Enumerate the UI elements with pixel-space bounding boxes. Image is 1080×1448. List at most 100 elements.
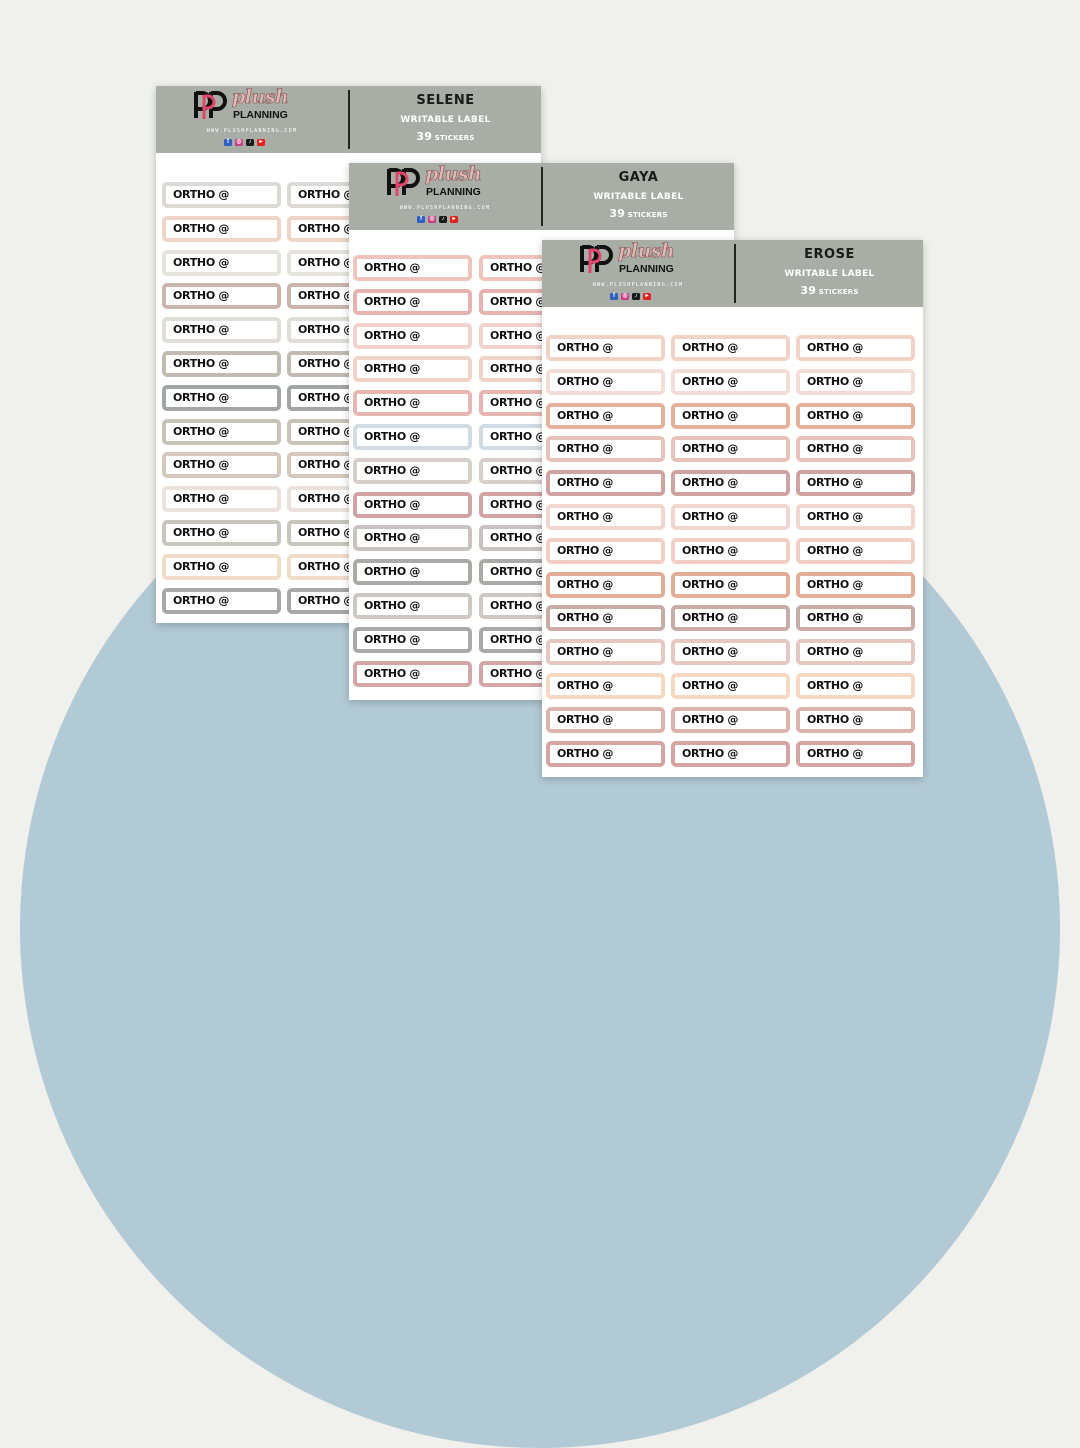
sticker-text: ORTHO @	[490, 396, 547, 409]
sticker-count: 39 STICKERS	[736, 284, 923, 297]
website-url: WWW.PLUSHPLANNING.COM	[592, 282, 684, 288]
sticker-text: ORTHO @	[682, 611, 739, 624]
sticker-text: ORTHO @	[682, 544, 739, 557]
sticker-text: ORTHO @	[364, 531, 421, 544]
sticker-label: ORTHO @	[546, 639, 665, 665]
sticker-text: ORTHO @	[490, 329, 547, 342]
sticker-text: ORTHO @	[557, 713, 614, 726]
plush-planning-logo-icon	[580, 245, 613, 273]
sticker-label: ORTHO @	[546, 538, 665, 564]
sheet-header: plush PLANNING WWW.PLUSHPLANNING.COM f ◎…	[542, 240, 923, 307]
sticker-text: ORTHO @	[173, 222, 230, 235]
sticker-text: ORTHO @	[364, 396, 421, 409]
sticker-label: ORTHO @	[353, 289, 472, 315]
sticker-label: ORTHO @	[162, 182, 281, 208]
sticker-text: ORTHO @	[490, 565, 547, 578]
sticker-label: ORTHO @	[162, 520, 281, 546]
sticker-label: ORTHO @	[353, 356, 472, 382]
sticker-text: ORTHO @	[557, 679, 614, 692]
sticker-text: ORTHO @	[173, 357, 230, 370]
sticker-text: ORTHO @	[682, 578, 739, 591]
sticker-text: ORTHO @	[682, 747, 739, 760]
sticker-text: ORTHO @	[298, 458, 355, 471]
logo-planning-text: PLANNING	[233, 109, 288, 121]
sticker-text: ORTHO @	[557, 375, 614, 388]
sticker-text: ORTHO @	[364, 599, 421, 612]
brand-logo: plush PLANNING WWW.PLUSHPLANNING.COM f ◎…	[542, 240, 734, 307]
sticker-text: ORTHO @	[298, 391, 355, 404]
sticker-label: ORTHO @	[671, 707, 790, 733]
sticker-label: ORTHO @	[353, 255, 472, 281]
sticker-text: ORTHO @	[364, 261, 421, 274]
logo-planning-text: PLANNING	[426, 186, 481, 198]
header-divider	[734, 244, 736, 303]
sticker-text: ORTHO @	[682, 375, 739, 388]
sticker-label: ORTHO @	[546, 403, 665, 429]
sticker-count-number: 39	[800, 284, 817, 297]
sticker-text: ORTHO @	[490, 498, 547, 511]
tiktok-icon: ♪	[632, 293, 640, 300]
sticker-text: ORTHO @	[173, 188, 230, 201]
sticker-text: ORTHO @	[173, 594, 230, 607]
sticker-label: ORTHO @	[162, 554, 281, 580]
instagram-icon: ◎	[621, 293, 629, 300]
sticker-text: ORTHO @	[490, 667, 547, 680]
sticker-label: ORTHO @	[353, 390, 472, 416]
sticker-label: ORTHO @	[796, 436, 915, 462]
sticker-label: ORTHO @	[162, 588, 281, 614]
sticker-count-unit: STICKERS	[434, 134, 475, 142]
sticker-label: ORTHO @	[162, 419, 281, 445]
sticker-label: ORTHO @	[162, 317, 281, 343]
sticker-text: ORTHO @	[557, 442, 614, 455]
sticker-label: ORTHO @	[353, 559, 472, 585]
sticker-count-unit: STICKERS	[627, 211, 668, 219]
sticker-count-unit: STICKERS	[818, 288, 859, 296]
sticker-label: ORTHO @	[353, 525, 472, 551]
sticker-label: ORTHO @	[796, 538, 915, 564]
sticker-label: ORTHO @	[671, 639, 790, 665]
sticker-label: ORTHO @	[671, 403, 790, 429]
sticker-text: ORTHO @	[173, 425, 230, 438]
sticker-text: ORTHO @	[298, 256, 355, 269]
sheet-type: WRITABLE LABEL	[400, 115, 491, 125]
sticker-label: ORTHO @	[546, 369, 665, 395]
sticker-sheet: plush PLANNING WWW.PLUSHPLANNING.COM f ◎…	[542, 240, 923, 777]
sheet-info: SELENE WRITABLE LABEL 39 STICKERS	[350, 86, 541, 153]
sticker-text: ORTHO @	[364, 565, 421, 578]
sticker-label: ORTHO @	[796, 369, 915, 395]
sticker-text: ORTHO @	[807, 611, 864, 624]
social-icons: f ◎ ♪ ▸	[610, 293, 651, 300]
sticker-text: ORTHO @	[298, 526, 355, 539]
sticker-label: ORTHO @	[546, 673, 665, 699]
sticker-label: ORTHO @	[671, 673, 790, 699]
sticker-label: ORTHO @	[671, 470, 790, 496]
sticker-text: ORTHO @	[557, 510, 614, 523]
sticker-label: ORTHO @	[671, 572, 790, 598]
sticker-label: ORTHO @	[546, 605, 665, 631]
website-url: WWW.PLUSHPLANNING.COM	[206, 128, 298, 134]
sticker-text: ORTHO @	[807, 510, 864, 523]
sticker-text: ORTHO @	[557, 611, 614, 624]
logo-planning-text: PLANNING	[619, 263, 674, 275]
sticker-text: ORTHO @	[682, 713, 739, 726]
sticker-text: ORTHO @	[173, 391, 230, 404]
sticker-label: ORTHO @	[671, 741, 790, 767]
sticker-label: ORTHO @	[162, 216, 281, 242]
sticker-text: ORTHO @	[557, 409, 614, 422]
sticker-text: ORTHO @	[807, 747, 864, 760]
sticker-label: ORTHO @	[796, 572, 915, 598]
plush-planning-logo-icon	[387, 168, 420, 196]
sticker-text: ORTHO @	[298, 560, 355, 573]
sticker-text: ORTHO @	[682, 679, 739, 692]
sticker-text: ORTHO @	[173, 560, 230, 573]
sheet-header: plush PLANNING WWW.PLUSHPLANNING.COM f ◎…	[349, 163, 734, 230]
sticker-text: ORTHO @	[298, 188, 355, 201]
sticker-label: ORTHO @	[546, 707, 665, 733]
sticker-label: ORTHO @	[796, 470, 915, 496]
header-divider	[348, 90, 350, 149]
sticker-label: ORTHO @	[796, 673, 915, 699]
sticker-text: ORTHO @	[807, 375, 864, 388]
sheet-info: EROSE WRITABLE LABEL 39 STICKERS	[736, 240, 923, 307]
sticker-text: ORTHO @	[807, 476, 864, 489]
sticker-text: ORTHO @	[682, 645, 739, 658]
